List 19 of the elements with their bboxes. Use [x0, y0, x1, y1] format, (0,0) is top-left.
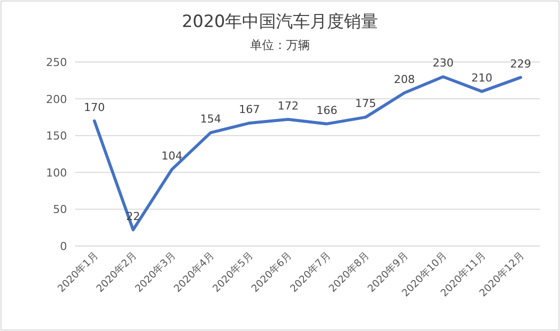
y-tick-label: 100 — [46, 166, 67, 180]
y-tick-label: 50 — [53, 203, 67, 216]
y-tick-label: 0 — [60, 240, 67, 253]
chart-title: 2020年中国汽车月度销量 — [182, 12, 378, 32]
y-tick-label: 150 — [46, 130, 67, 143]
data-label: 210 — [471, 71, 492, 84]
data-label: 154 — [200, 112, 222, 126]
y-tick-label: 250 — [46, 56, 67, 69]
y-tick-label: 200 — [46, 92, 67, 106]
data-label: 172 — [278, 99, 299, 112]
data-label: 208 — [394, 72, 415, 86]
data-label: 167 — [238, 103, 260, 116]
data-label: 104 — [161, 149, 182, 162]
data-label: 170 — [84, 100, 105, 114]
chart-subtitle: 单位：万辆 — [250, 38, 310, 52]
data-label: 166 — [316, 104, 338, 117]
data-label: 229 — [510, 57, 532, 70]
data-label: 175 — [355, 97, 376, 110]
data-label: 230 — [432, 56, 454, 70]
